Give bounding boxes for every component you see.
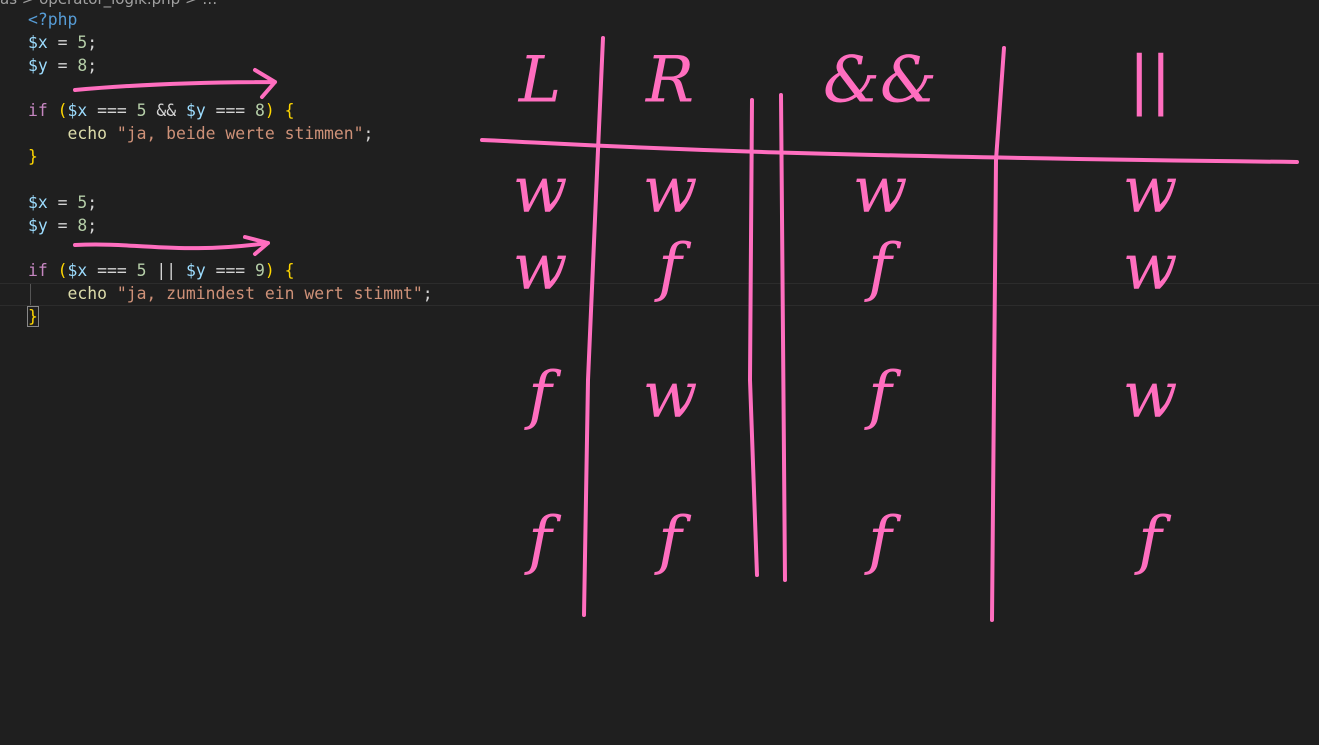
token: = <box>47 215 78 235</box>
table-cell: w <box>1123 359 1178 433</box>
token: if <box>28 101 48 121</box>
token: $y <box>28 55 48 75</box>
token: = <box>47 55 78 75</box>
table-cell: w <box>853 154 908 228</box>
token: = <box>47 32 78 52</box>
token: "ja, zumindest ein wert stimmt" <box>116 284 423 304</box>
code-line: } <box>28 146 433 169</box>
token: "ja, beide werte stimmen" <box>116 124 364 144</box>
token: ) <box>264 101 275 121</box>
code: <?php $x = 5; $y = 8; if ($x === 5 && $y ==… <box>27 9 433 329</box>
token: <?php <box>28 10 78 29</box>
table-cell: f <box>864 504 902 578</box>
table-header: R <box>645 44 694 118</box>
token: ( <box>57 261 68 281</box>
token: echo <box>28 284 107 304</box>
token: === <box>87 261 137 281</box>
code-line: echo "ja, zumindest ein wert stimmt"; <box>28 283 433 306</box>
token: if <box>28 261 48 281</box>
arrow <box>73 68 277 99</box>
token: ) <box>264 261 275 281</box>
table-rule <box>779 93 787 582</box>
token: === <box>87 101 137 121</box>
token: = <box>47 192 78 212</box>
current-line <box>0 283 1319 306</box>
table-header: && <box>823 44 937 118</box>
breadcrumb: as > operator_logik.php > … <box>0 0 217 8</box>
code-line: $x = 5; <box>28 32 433 55</box>
table-cell: f <box>864 231 902 305</box>
token: { <box>284 261 295 281</box>
table-cell: w <box>643 359 698 433</box>
table-cell: f <box>654 504 692 578</box>
code-line: if ($x === 5 || $y === 9) { <box>28 260 433 283</box>
table-cell: w <box>513 231 568 305</box>
crumb-file[interactable]: operator_logik.php <box>39 0 180 8</box>
table-rule <box>582 36 605 617</box>
token: 9 <box>255 261 265 281</box>
table-cell: f <box>524 359 562 433</box>
table-cell: f <box>524 504 562 578</box>
token: 8 <box>77 215 88 235</box>
table-cell: f <box>1134 504 1172 578</box>
table-cell: w <box>1123 231 1178 305</box>
token: $y <box>185 101 206 121</box>
code-line: $y = 8; <box>28 215 433 238</box>
token: 8 <box>77 55 88 75</box>
crumb-sep: > … <box>180 0 217 8</box>
token: ; <box>363 124 374 144</box>
token: ; <box>87 192 98 212</box>
table-cell: f <box>654 231 692 305</box>
table-header: L <box>518 44 562 118</box>
code-line: <?php <box>28 9 433 32</box>
table-cell: w <box>513 154 568 228</box>
token: $x <box>28 32 48 52</box>
crumb-sep: > <box>17 0 39 8</box>
token: ; <box>87 55 98 75</box>
table-cell: w <box>643 154 698 228</box>
token: $x <box>28 192 48 212</box>
token: echo <box>28 124 107 144</box>
token: $x <box>67 261 88 281</box>
token: ; <box>87 215 98 235</box>
token: 5 <box>77 32 88 52</box>
code-line: $y = 8; <box>28 55 433 78</box>
table-cell: w <box>1123 154 1178 228</box>
token: && <box>146 101 186 121</box>
token: 5 <box>136 101 147 121</box>
token: $x <box>67 101 88 121</box>
token: ; <box>87 32 98 52</box>
code-line: } <box>27 305 433 329</box>
table-rule <box>990 46 1006 622</box>
token: $y <box>28 215 48 235</box>
token: 8 <box>255 101 265 121</box>
token: } <box>28 147 38 167</box>
table-header: || <box>1128 44 1171 118</box>
token: $y <box>185 261 206 281</box>
crumb-folder[interactable]: as <box>0 0 17 8</box>
token: 5 <box>77 192 88 212</box>
token: } <box>27 305 39 327</box>
token: { <box>284 101 295 121</box>
token: ; <box>422 284 433 304</box>
table-rule <box>748 98 759 577</box>
token: === <box>205 261 256 281</box>
code-line: $x = 5; <box>28 192 433 215</box>
token: || <box>146 261 186 281</box>
table-rule <box>480 138 1299 164</box>
arrow <box>73 235 270 256</box>
indent-guide <box>30 284 31 305</box>
code-line: echo "ja, beide werte stimmen"; <box>28 123 433 146</box>
token: === <box>205 101 256 121</box>
token: ( <box>57 101 68 121</box>
table-cell: f <box>864 359 902 433</box>
code-line: if ($x === 5 && $y === 8) { <box>28 100 433 123</box>
token: 5 <box>136 261 147 281</box>
